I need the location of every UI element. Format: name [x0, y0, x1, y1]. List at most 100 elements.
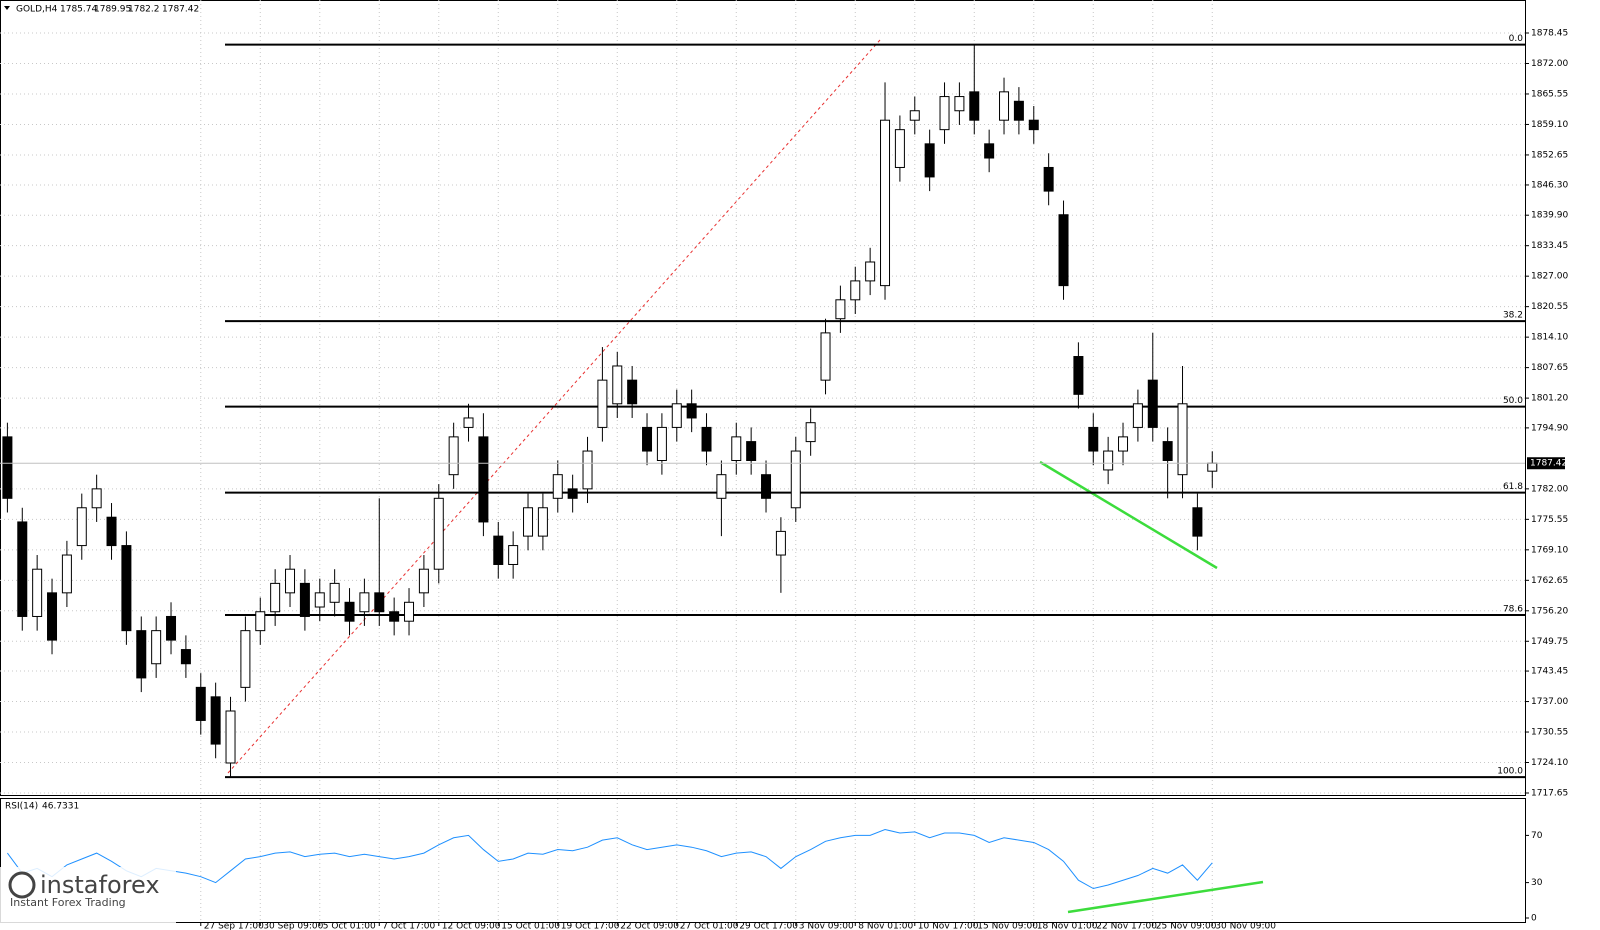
fib-label: 78.6	[1503, 605, 1523, 615]
y-tick-label: 1724.10	[1531, 758, 1568, 768]
candle-body	[999, 91, 1010, 121]
candle-body	[627, 379, 638, 405]
candle-body	[523, 507, 534, 537]
x-tick-label: 30 Sep 09:00	[263, 922, 323, 930]
rsi-value: 46.7331	[42, 802, 79, 812]
candle-body	[642, 426, 653, 452]
candle-body	[1192, 507, 1203, 537]
x-tick-label: 27 Oct 01:00	[680, 922, 739, 930]
candle-body	[716, 474, 727, 499]
trend-line	[1039, 460, 1218, 570]
candle-body	[805, 422, 816, 443]
candle-body	[612, 365, 623, 405]
fib-trend-line	[227, 39, 881, 774]
y-tick-label: 1801.20	[1531, 394, 1568, 404]
candle-body	[448, 436, 459, 476]
close-value: 1787.42	[162, 5, 199, 15]
candle-body	[1073, 356, 1084, 395]
candle-body	[775, 530, 786, 556]
rsi-label: RSI(14)	[5, 802, 38, 812]
y-tick-label: 1833.45	[1531, 241, 1568, 251]
x-tick-label: 10 Nov 17:00	[918, 922, 979, 930]
fib-label: 38.2	[1503, 311, 1523, 321]
candle-body	[731, 436, 742, 462]
candle-body	[299, 582, 310, 617]
logo-tagline: Instant Forex Trading	[10, 896, 126, 909]
candle-body	[240, 630, 251, 688]
candle-body	[195, 686, 206, 721]
fib-label: 0.0	[1509, 34, 1524, 44]
candle-body	[552, 474, 563, 499]
fib-label: 50.0	[1503, 396, 1523, 406]
candle-body	[671, 403, 682, 428]
candle-body	[1162, 441, 1173, 461]
candle-body	[746, 441, 757, 461]
y-tick-label: 1872.00	[1531, 59, 1568, 69]
x-tick-label: 30 Nov 09:00	[1215, 922, 1276, 930]
candle-body	[701, 426, 712, 452]
y-tick-label: 1756.20	[1531, 606, 1568, 616]
y-tick-label: 1865.55	[1531, 89, 1568, 99]
rsi-trend-line	[1067, 880, 1264, 914]
logo-icon	[8, 871, 36, 899]
x-tick-label: 22 Nov 17:00	[1096, 922, 1157, 930]
rsi-pane	[0, 798, 1526, 923]
candle-body	[850, 280, 861, 301]
y-tick-label: 1878.45	[1531, 29, 1568, 39]
candle-body	[136, 630, 147, 679]
candle-body	[418, 568, 429, 594]
fib-label: 100.0	[1497, 767, 1523, 777]
y-tick-label: 1794.90	[1531, 423, 1568, 433]
candle-body	[1088, 426, 1099, 452]
x-tick-label: 8 Nov 01:00	[858, 922, 913, 930]
y-tick-label: 1852.65	[1531, 150, 1568, 160]
candle-body	[285, 568, 296, 594]
y-tick-label: 1769.10	[1531, 545, 1568, 555]
candle-body	[91, 488, 102, 509]
candle-body	[1028, 119, 1039, 131]
rsi-tick-label: 30	[1531, 878, 1543, 888]
candle-body	[567, 488, 578, 499]
y-tick-label: 1839.90	[1531, 211, 1568, 221]
y-tick-label: 1820.55	[1531, 302, 1568, 312]
candle-body	[314, 592, 325, 608]
rsi-line	[6, 828, 1213, 890]
candle-body	[1013, 100, 1024, 121]
symbol: GOLD,H4	[16, 5, 58, 15]
x-tick-label: 27 Sep 17:00	[204, 922, 264, 930]
logo: instaforex Instant Forex Trading	[0, 867, 176, 930]
candle-body	[106, 516, 117, 547]
candle-body	[686, 403, 697, 419]
candle-body	[1058, 214, 1069, 287]
y-tick-label: 1807.65	[1531, 363, 1568, 373]
candle-body	[76, 507, 87, 547]
candle-body	[329, 582, 340, 603]
candle-body	[924, 143, 935, 178]
candle-body	[1207, 462, 1218, 472]
y-tick-label: 1775.55	[1531, 515, 1568, 525]
x-tick-label: 15 Oct 01:00	[501, 922, 560, 930]
y-tick-label: 1749.75	[1531, 637, 1568, 647]
candle-body	[47, 592, 58, 641]
candle-body	[656, 426, 667, 462]
high-value: 1789.95	[94, 5, 131, 15]
x-tick-label: 18 Nov 01:00	[1037, 922, 1098, 930]
y-tick-label: 1717.65	[1531, 789, 1568, 799]
current-price-label: 1787.42	[1530, 459, 1567, 469]
x-tick-label: 19 Oct 17:00	[561, 922, 620, 930]
candle-body	[865, 261, 876, 282]
candle-body	[984, 143, 995, 159]
candle-body	[1103, 450, 1114, 471]
menu-arrow	[4, 6, 10, 10]
candle-body	[210, 696, 221, 745]
y-tick-label: 1737.00	[1531, 697, 1568, 707]
candle-body	[537, 507, 548, 537]
candle-body	[2, 436, 13, 499]
candle-body	[121, 545, 132, 632]
candle-body	[835, 299, 846, 320]
candle-body	[389, 611, 400, 622]
x-tick-label: 15 Nov 09:00	[977, 922, 1038, 930]
x-tick-label: 12 Oct 09:00	[442, 922, 501, 930]
candle-body	[433, 497, 444, 570]
